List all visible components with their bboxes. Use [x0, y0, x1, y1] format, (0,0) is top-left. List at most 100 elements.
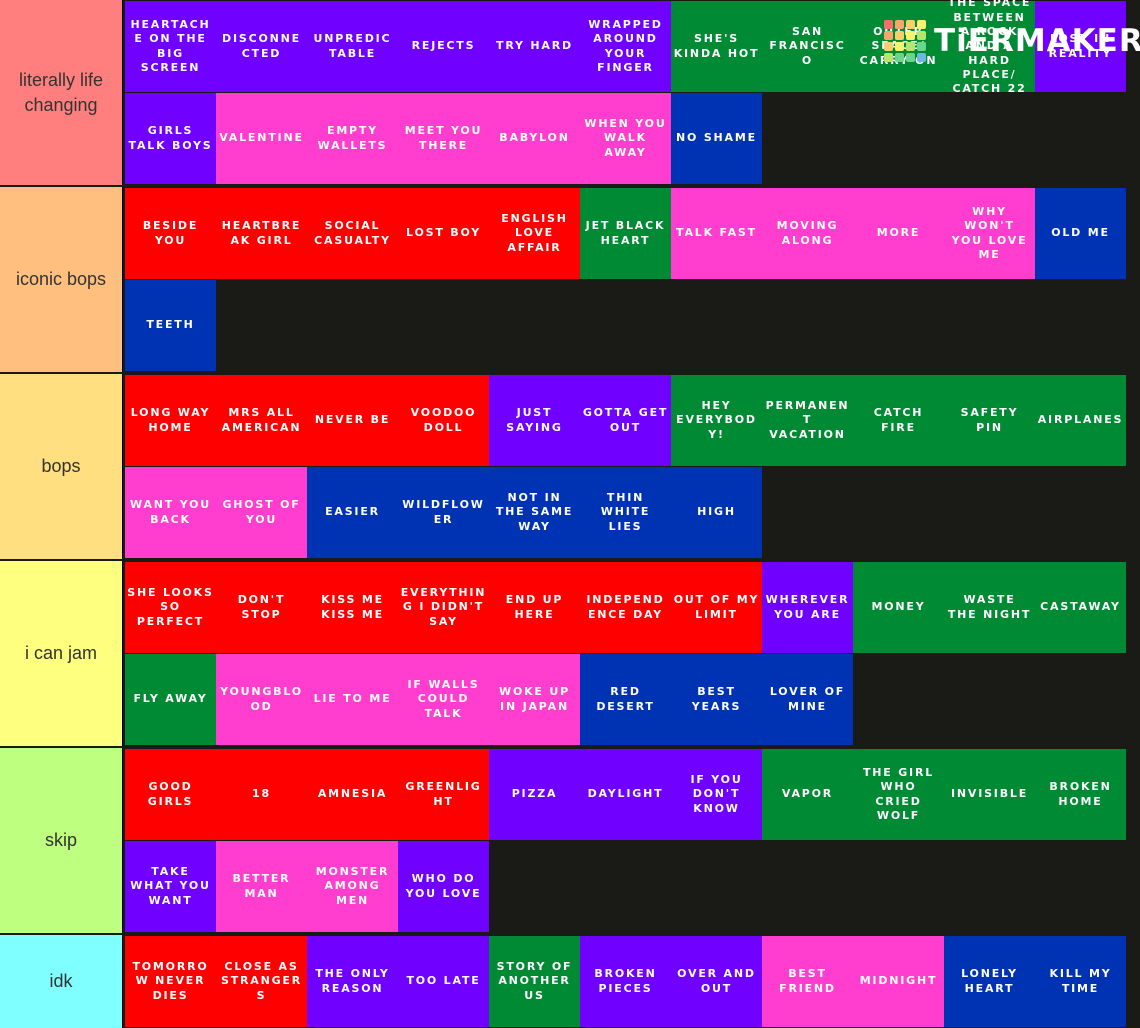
tier-item[interactable]: WASTE THE NIGHT — [944, 562, 1035, 653]
tier-item[interactable]: INVISIBLE — [944, 749, 1035, 840]
tier-item[interactable]: TOO LATE — [398, 936, 489, 1027]
tier-label[interactable]: iconic bops — [0, 187, 123, 372]
tier-item[interactable]: DON'T STOP — [216, 562, 307, 653]
tier-item[interactable]: LONELY HEART — [944, 936, 1035, 1027]
tier-item[interactable]: IF YOU DON'T KNOW — [671, 749, 762, 840]
tier-item[interactable]: EMPTY WALLETS — [307, 93, 398, 184]
tier-item[interactable]: HEARTACHE ON THE BIG SCREEN — [125, 1, 216, 92]
tier-item[interactable]: LIE TO ME — [307, 654, 398, 745]
tier-item[interactable]: WRAPPED AROUND YOUR FINGER — [580, 1, 671, 92]
tier-item[interactable]: ENGLISH LOVE AFFAIR — [489, 188, 580, 279]
tier-item[interactable]: UNPREDICTABLE — [307, 1, 398, 92]
tier-item[interactable]: GHOST OF YOU — [216, 467, 307, 558]
tier-item[interactable]: BROKEN HOME — [1035, 749, 1126, 840]
tier-item[interactable]: OVER AND OUT — [671, 936, 762, 1027]
tier-item[interactable]: SAN FRANCISCO — [762, 1, 853, 92]
tier-item[interactable]: LOST IN REALITY — [1035, 1, 1126, 92]
tier-item[interactable]: OUT OF MY LIMIT — [671, 562, 762, 653]
tier-item[interactable]: KILL MY TIME — [1035, 936, 1126, 1027]
tier-item[interactable]: HIGH — [671, 467, 762, 558]
tier-item[interactable]: FLY AWAY — [125, 654, 216, 745]
tier-label[interactable]: i can jam — [0, 561, 123, 746]
tier-item[interactable]: AMNESIA — [307, 749, 398, 840]
tier-item[interactable]: KISS ME KISS ME — [307, 562, 398, 653]
tier-item[interactable]: CLOSE AS STRANGERS — [216, 936, 307, 1027]
tier-item[interactable]: SHE LOOKS SO PERFECT — [125, 562, 216, 653]
tier-item[interactable]: GOOD GIRLS — [125, 749, 216, 840]
tier-item[interactable]: CATCH FIRE — [853, 375, 944, 466]
tier-item[interactable]: DISCONNECTED — [216, 1, 307, 92]
tier-item[interactable]: LOST BOY — [398, 188, 489, 279]
tier-item[interactable]: MEET YOU THERE — [398, 93, 489, 184]
logo-square — [917, 53, 926, 62]
tier-item[interactable]: EVERYTHING I DIDN'T SAY — [398, 562, 489, 653]
tier-item[interactable]: TRY HARD — [489, 1, 580, 92]
tier-item[interactable]: WOKE UP IN JAPAN — [489, 654, 580, 745]
tier-item[interactable]: TALK FAST — [671, 188, 762, 279]
tier-item[interactable]: MONEY — [853, 562, 944, 653]
tier-item[interactable]: MONSTER AMONG MEN — [307, 841, 398, 932]
tier-item[interactable]: AIRPLANES — [1035, 375, 1126, 466]
tier-item[interactable]: EASIER — [307, 467, 398, 558]
tier-item[interactable]: NOT IN THE SAME WAY — [489, 467, 580, 558]
tier-item[interactable]: MOVING ALONG — [762, 188, 853, 279]
tier-item[interactable]: HEY EVERYBODY! — [671, 375, 762, 466]
tier-item[interactable]: HEARTBREAK GIRL — [216, 188, 307, 279]
tier-item[interactable]: VOODOO DOLL — [398, 375, 489, 466]
tier-label[interactable]: idk — [0, 935, 123, 1028]
tier-item[interactable]: WHY WON'T YOU LOVE ME — [944, 188, 1035, 279]
tier-item[interactable]: SOCIAL CASUALTY — [307, 188, 398, 279]
tier-item[interactable]: PIZZA — [489, 749, 580, 840]
tier-item[interactable]: 18 — [216, 749, 307, 840]
tier-item[interactable]: TOMORROW NEVER DIES — [125, 936, 216, 1027]
tier-item[interactable]: MORE — [853, 188, 944, 279]
tier-item[interactable]: JUST SAYING — [489, 375, 580, 466]
tier-item[interactable]: WHO DO YOU LOVE — [398, 841, 489, 932]
tier-item[interactable]: STORY OF ANOTHER US — [489, 936, 580, 1027]
tier-item[interactable]: END UP HERE — [489, 562, 580, 653]
tier-item[interactable]: VALENTINE — [216, 93, 307, 184]
tier-item[interactable]: NEVER BE — [307, 375, 398, 466]
tier-item[interactable]: THE SPACE BETWEEN A ROCK AND A HARD PLAC… — [944, 0, 1035, 95]
tier-item[interactable]: TEETH — [125, 280, 216, 371]
tier-item[interactable]: BABYLON — [489, 93, 580, 184]
tier-item[interactable]: GOTTA GET OUT — [580, 375, 671, 466]
tier-item[interactable]: NO SHAME — [671, 93, 762, 184]
tier-item[interactable]: GREENLIGHT — [398, 749, 489, 840]
tier-item[interactable]: CASTAWAY — [1035, 562, 1126, 653]
tier-item[interactable]: YOUNGBLOOD — [216, 654, 307, 745]
tier-item[interactable]: OLD ME — [1035, 188, 1126, 279]
tier-item[interactable]: LONG WAY HOME — [125, 375, 216, 466]
tier-item[interactable]: VAPOR — [762, 749, 853, 840]
tier-item[interactable]: LOVER OF MINE — [762, 654, 853, 745]
tier-item[interactable]: THE GIRL WHO CRIED WOLF — [853, 749, 944, 840]
tier-item[interactable]: THIN WHITE LIES — [580, 467, 671, 558]
tier-item[interactable]: BEST FRIEND — [762, 936, 853, 1027]
tier-item[interactable]: BEST YEARS — [671, 654, 762, 745]
tier-item[interactable]: MRS ALL AMERICAN — [216, 375, 307, 466]
tier-item[interactable]: THE ONLY REASON — [307, 936, 398, 1027]
tier-item[interactable]: PERMANENT VACATION — [762, 375, 853, 466]
tier-item[interactable]: GIRLS TALK BOYS — [125, 93, 216, 184]
tier-label[interactable]: literally life changing — [0, 0, 123, 185]
tier-item[interactable]: WHEN YOU WALK AWAY — [580, 93, 671, 184]
tier-item[interactable]: IF WALLS COULD TALK — [398, 654, 489, 745]
tier-item[interactable]: DAYLIGHT — [580, 749, 671, 840]
tier-item[interactable]: INDEPENDENCE DAY — [580, 562, 671, 653]
tier-item[interactable]: TAKE WHAT YOU WANT — [125, 841, 216, 932]
tier-item[interactable]: WANT YOU BACK — [125, 467, 216, 558]
tier-item[interactable]: BROKEN PIECES — [580, 936, 671, 1027]
tier-item[interactable]: WHEREVER YOU ARE — [762, 562, 853, 653]
tier-item[interactable]: REJECTS — [398, 1, 489, 92]
tier-item[interactable]: BESIDE YOU — [125, 188, 216, 279]
tiermaker-logo-text: TiERMAKER — [934, 23, 1140, 59]
tier-label[interactable]: skip — [0, 748, 123, 933]
tier-item[interactable]: SHE'S KINDA HOT — [671, 1, 762, 92]
tier-item[interactable]: MIDNIGHT — [853, 936, 944, 1027]
tier-item[interactable]: WILDFLOWER — [398, 467, 489, 558]
tier-item[interactable]: SAFETY PIN — [944, 375, 1035, 466]
tier-item[interactable]: RED DESERT — [580, 654, 671, 745]
tier-label[interactable]: bops — [0, 374, 123, 559]
tier-item[interactable]: JET BLACK HEART — [580, 188, 671, 279]
tier-item[interactable]: BETTER MAN — [216, 841, 307, 932]
